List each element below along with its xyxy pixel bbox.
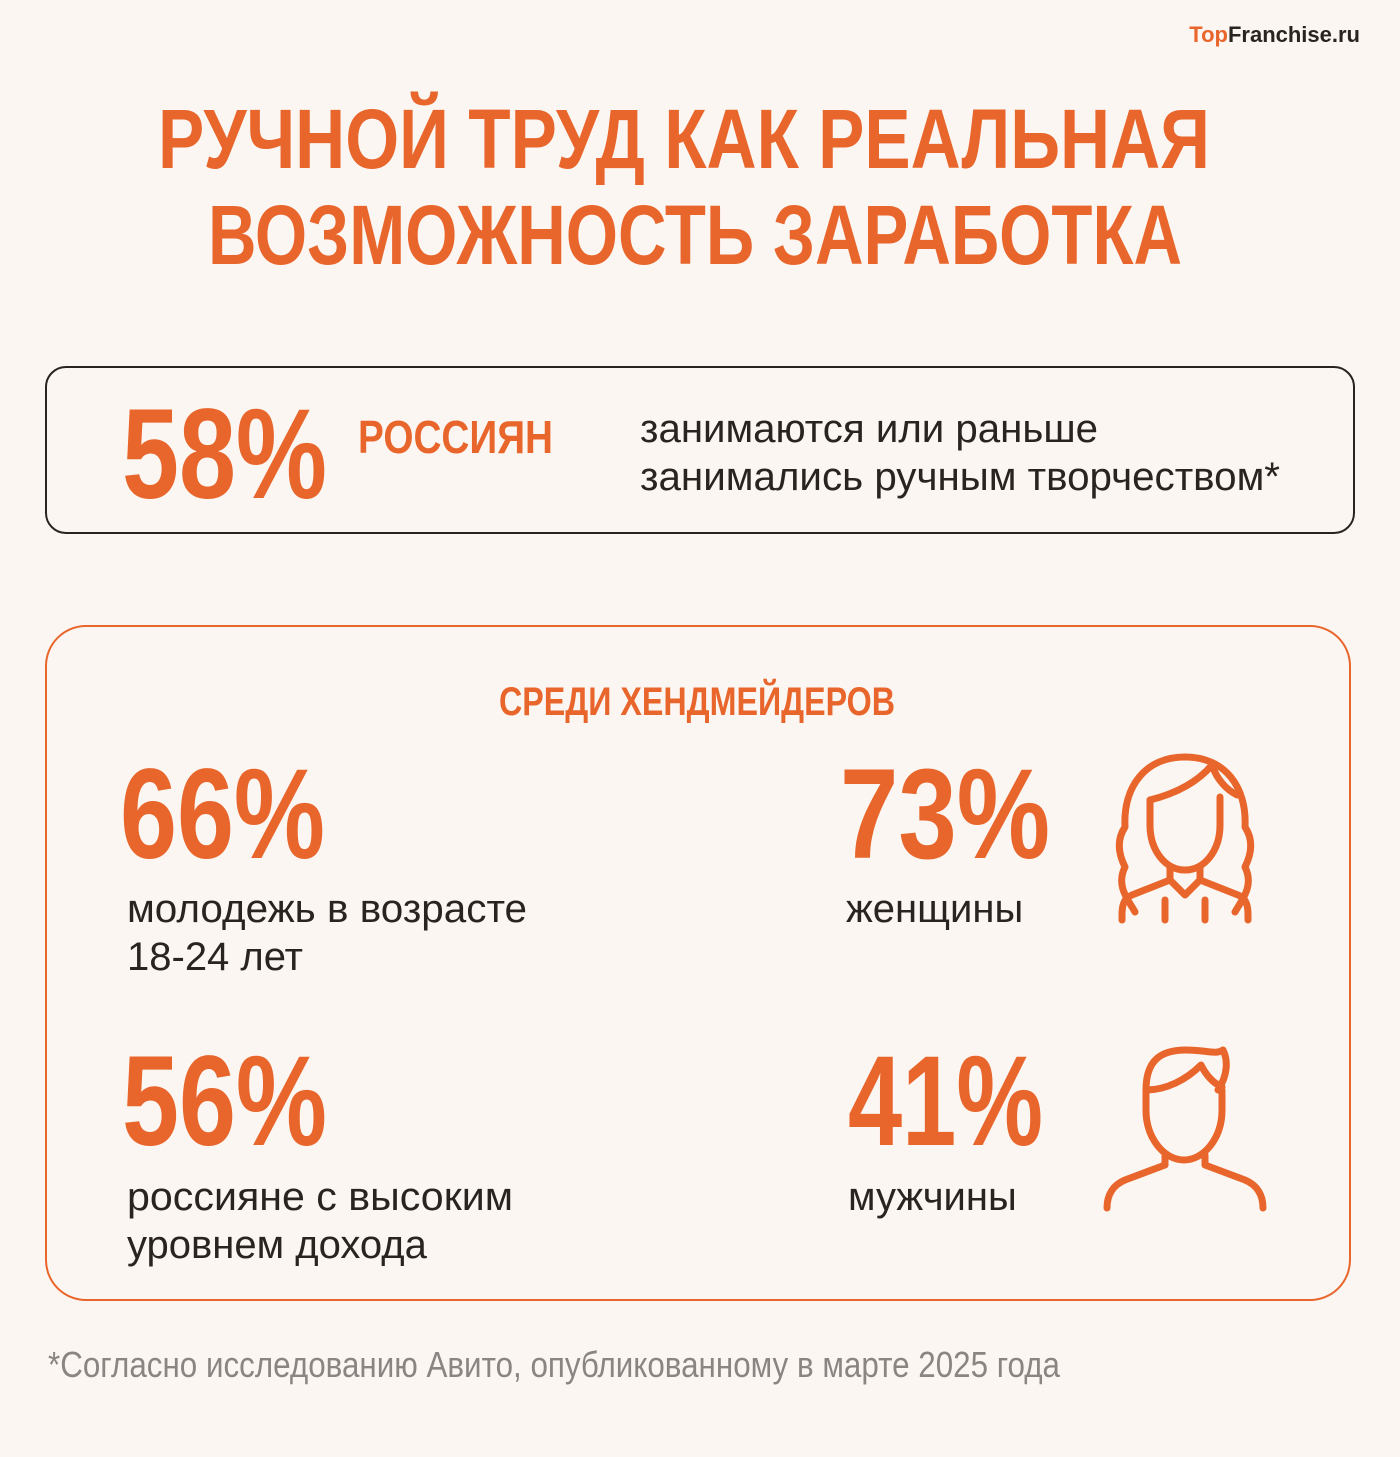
stat-description: 18-24 лет <box>127 935 303 979</box>
headline-description: занимались ручным творчеством* <box>640 455 1280 499</box>
logo-accent: Top <box>1189 22 1228 47</box>
headline-value: 58% <box>122 383 327 526</box>
headline-subject: РОССИЯН <box>358 411 553 463</box>
stat-value: 66% <box>120 743 325 886</box>
stat-description: мужчины <box>848 1175 1017 1219</box>
headline-description: занимаются или раньше <box>640 407 1098 451</box>
title-line: РУЧНОЙ ТРУД КАК РЕАЛЬНАЯ <box>158 92 1210 186</box>
stat-description: уровнем дохода <box>127 1223 428 1267</box>
stat-value: 73% <box>840 743 1050 886</box>
stat-value: 41% <box>848 1030 1043 1173</box>
woman-icon <box>1115 753 1255 924</box>
logo: TopFranchise.ru <box>1189 22 1360 47</box>
man-icon <box>1103 1046 1267 1212</box>
logo-rest: Franchise.ru <box>1228 22 1360 47</box>
stat-description: женщины <box>846 887 1023 931</box>
section-box <box>45 625 1351 1301</box>
stat-description: молодежь в возрасте <box>127 887 527 931</box>
section-title: СРЕДИ ХЕНДМЕЙДЕРОВ <box>499 678 895 724</box>
title-line: ВОЗМОЖНОСТЬ ЗАРАБОТКА <box>208 188 1182 282</box>
stat-value: 56% <box>122 1030 327 1173</box>
footnote: *Согласно исследованию Авито, опубликова… <box>48 1344 1061 1385</box>
stat-description: россияне с высоким <box>127 1175 513 1219</box>
headline-box <box>45 366 1355 534</box>
